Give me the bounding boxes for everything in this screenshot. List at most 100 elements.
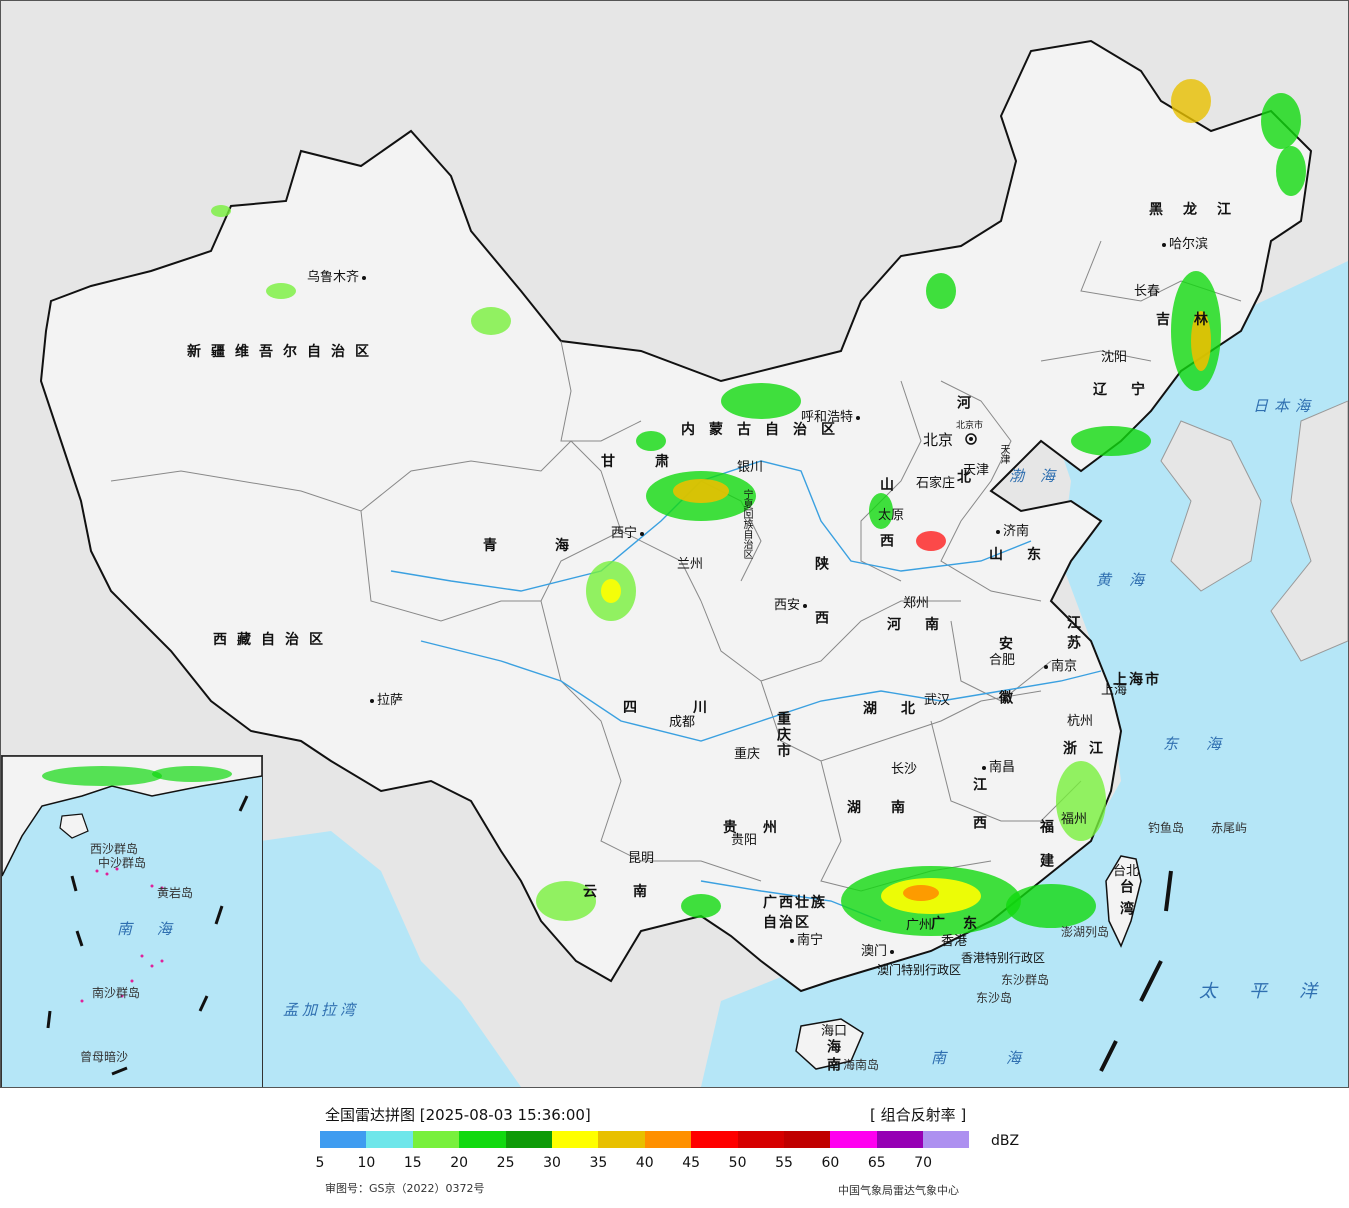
province-hunan: 湖南: [847, 800, 935, 816]
legend-tick-label: 5: [315, 1155, 325, 1171]
province-hk-sar: 香港特别行政区: [961, 951, 1046, 965]
province-shanghai: 上海市: [1113, 672, 1161, 688]
island-hainandao: 海南岛: [843, 1058, 880, 1072]
legend-product: [ 组合反射率 ]: [870, 1106, 967, 1124]
city-xianggang: 香港: [941, 934, 968, 949]
province-zhejiang: 浙江: [1063, 741, 1115, 757]
city-aomen: 澳门: [861, 945, 897, 958]
province-ningxia: 宁夏回族自治区: [741, 489, 752, 559]
legend-swatch-5: [320, 1131, 367, 1148]
legend-swatch-60: [830, 1131, 877, 1148]
legend-swatch-40: [644, 1131, 692, 1148]
province-macau-sar: 澳门特别行政区: [877, 963, 962, 977]
sea-huanghai: 黄海: [1096, 571, 1163, 589]
boundary-dashes: [1099, 870, 1173, 1072]
legend-approval-number: 审图号：GS京（2022）0372号: [325, 1182, 485, 1195]
province-shanxi: 山西: [878, 477, 894, 589]
legend-tick-label: 20: [450, 1155, 469, 1171]
legend-tick-label: 30: [543, 1155, 561, 1171]
sea-nanhai: 南海: [931, 1049, 1082, 1067]
island-chiwei: 赤尾屿: [1211, 821, 1248, 835]
legend-tick-label: 40: [635, 1155, 654, 1171]
province-hebei: 河北: [955, 395, 971, 543]
sea-donghai: 东海: [1163, 735, 1250, 753]
legend-tick-label: 70: [914, 1155, 933, 1171]
inset-label-zengmu: 曾母暗沙: [80, 1050, 129, 1064]
legend-swatch-65: [876, 1131, 924, 1148]
province-jiangsu: 江苏: [1065, 615, 1081, 655]
city-xian: 西安: [774, 599, 810, 612]
taiwan-land: [1105, 855, 1142, 948]
inset-label-xisha: 西沙群岛: [90, 842, 139, 856]
legend-tick-label: 45: [682, 1155, 701, 1171]
inset-label-huangyan: 黄岩岛: [157, 886, 194, 900]
city-lanzhou: 兰州: [677, 557, 704, 572]
legend-swatch-15: [412, 1131, 460, 1148]
city-zhengzhou: 郑州: [903, 596, 930, 611]
legend-panel: 全国雷达拼图 [2025-08-03 15:36:00] [ 组合反射率 ] d…: [0, 1088, 1349, 1208]
korea-land: [1160, 420, 1262, 592]
province-heilongjiang: 黑龙江: [1149, 202, 1251, 218]
province-hubei: 湖北: [863, 701, 939, 717]
japan-sea-area: [1221, 261, 1348, 421]
city-shanghai: 上海: [1101, 683, 1128, 698]
city-chengdu: 成都: [669, 715, 696, 730]
city-yinchuan: 银川: [737, 460, 764, 475]
province-anhui: 安徽: [997, 636, 1013, 744]
legend-swatch-35: [598, 1131, 645, 1148]
island-dongsha: 东沙岛: [976, 991, 1013, 1005]
radar-echoes: [211, 79, 1306, 936]
province-taiwan: 台湾: [1118, 879, 1134, 923]
legend-tick-label: 10: [357, 1155, 376, 1171]
inset-label-nansha: 南沙群岛: [92, 986, 141, 1000]
radar-map: 乌鲁木齐 拉萨 西宁 兰州 银川 呼和浩特 北京 天津 石家庄 太原 济南 郑州…: [0, 0, 1349, 1088]
legend-tick-label: 60: [821, 1155, 840, 1171]
sea-pacific: 太平洋: [1199, 981, 1349, 1002]
city-taiyuan: 太原: [878, 508, 905, 523]
legend-swatch-20: [459, 1131, 506, 1148]
legend-swatch-25: [505, 1131, 552, 1148]
sea-japan: 日本海: [1253, 397, 1317, 415]
province-jiangxi: 江西: [971, 777, 987, 853]
province-hainan: 海南: [825, 1039, 841, 1075]
city-hefei: 合肥: [989, 653, 1016, 668]
city-taipei: 台北: [1113, 864, 1140, 879]
city-beijing: 北京: [923, 431, 954, 449]
island-diaoyu: 钓鱼岛: [1148, 821, 1185, 835]
province-yunnan: 云南: [583, 884, 683, 900]
city-fuzhou: 福州: [1061, 812, 1088, 827]
province-beijing: 北京市: [956, 421, 984, 431]
hainan-land: [795, 1018, 864, 1070]
city-haikou: 海口: [821, 1024, 848, 1039]
legend-tick-label: 65: [867, 1155, 886, 1171]
city-wuhan: 武汉: [924, 693, 951, 708]
city-nanning: 南宁: [787, 934, 823, 947]
city-lhasa: 拉萨: [367, 694, 403, 707]
province-henan: 河南: [887, 617, 963, 633]
east-sea-area: [701, 301, 1348, 1087]
city-hangzhou: 杭州: [1067, 714, 1094, 729]
city-hohhot: 呼和浩特: [801, 411, 863, 424]
city-tianjin: 天津: [963, 463, 990, 478]
legend-tick-label: 50: [728, 1155, 747, 1171]
city-harbin: 哈尔滨: [1159, 238, 1208, 251]
city-nanjing: 南京: [1041, 660, 1077, 673]
legend-unit: dBZ: [991, 1133, 1020, 1149]
legend-source: 中国气象局雷达气象中心: [838, 1184, 959, 1197]
inset-canvas: [2, 756, 262, 1076]
province-liaoning: 辽宁: [1093, 382, 1169, 398]
legend-color-bar: [320, 1131, 970, 1148]
city-kunming: 昆明: [628, 851, 655, 866]
city-xining: 西宁: [611, 527, 647, 540]
province-qinghai: 青海: [483, 538, 627, 554]
legend-swatch-70: [923, 1131, 970, 1148]
province-shaanxi: 陕西: [813, 556, 829, 664]
city-jinan: 济南: [993, 525, 1029, 538]
province-neimenggu: 内蒙古自治区: [681, 422, 849, 438]
city-urumqi: 乌鲁木齐: [307, 271, 369, 284]
sea-bengal: 孟加拉湾: [283, 1001, 360, 1019]
city-shenyang: 沈阳: [1101, 350, 1128, 365]
inset-coast: [2, 756, 262, 877]
city-shijiazhuang: 石家庄: [916, 476, 956, 491]
province-guangdong: 广东: [931, 916, 995, 932]
